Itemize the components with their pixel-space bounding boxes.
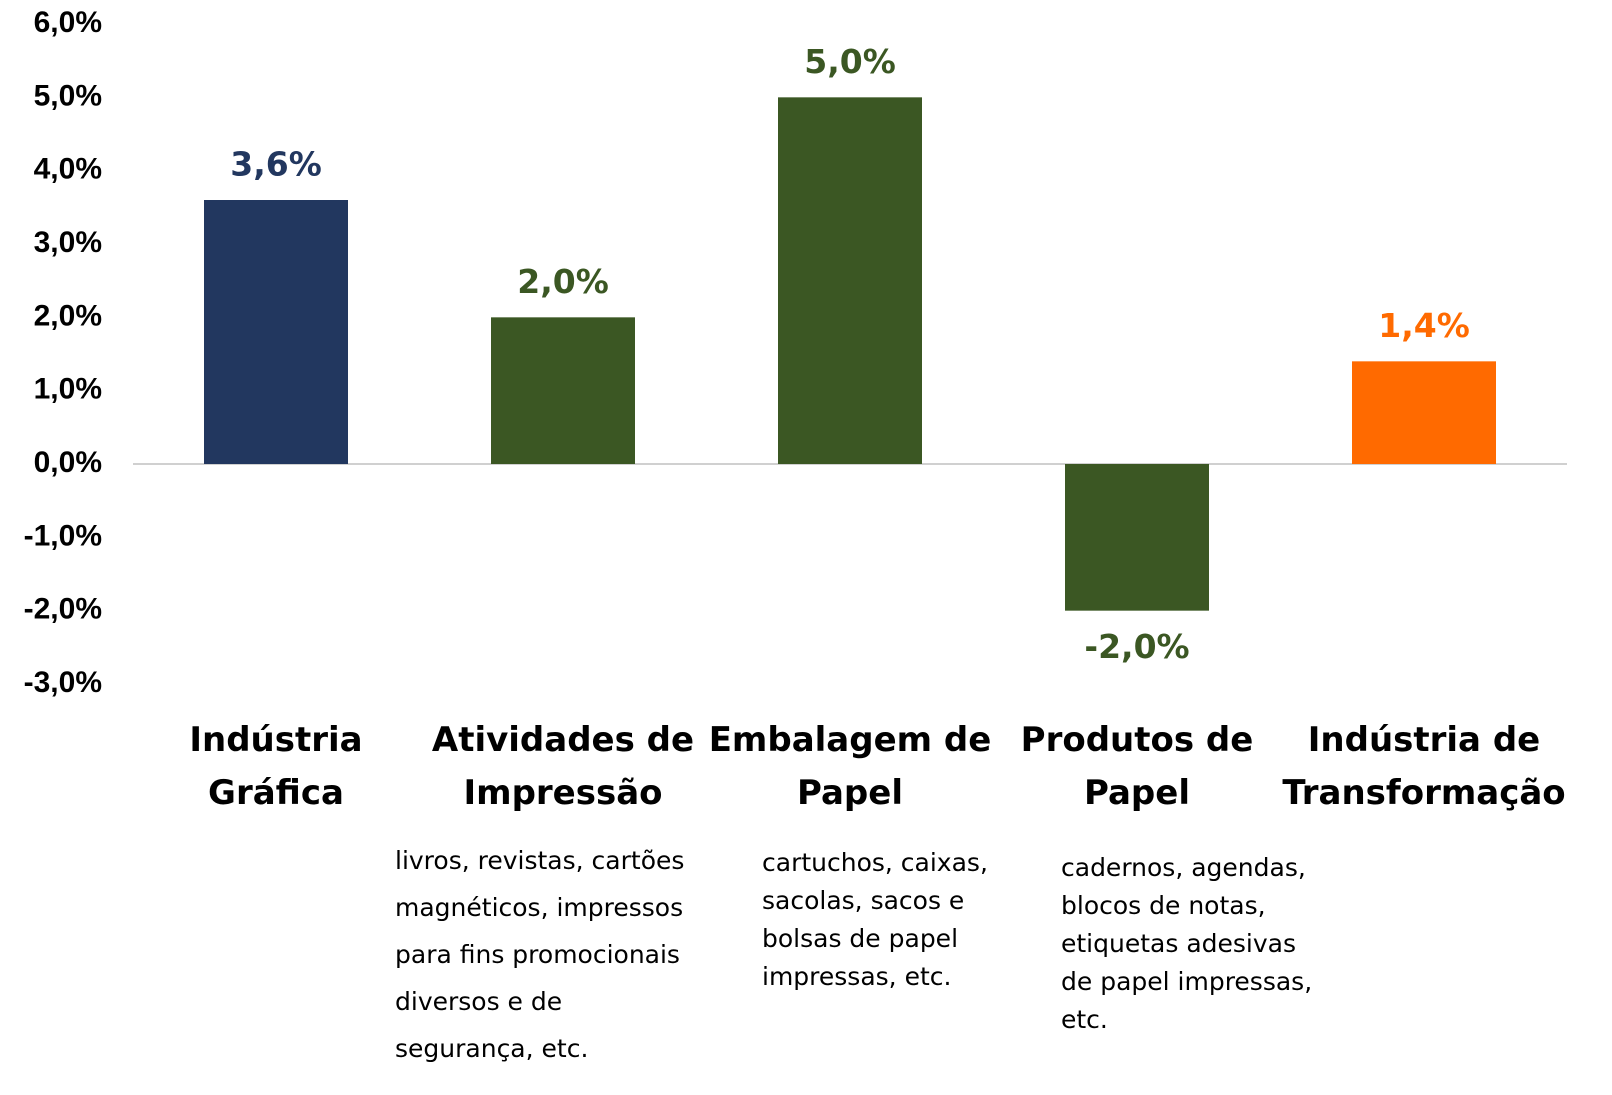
x-tick-label: Atividades de Impressão [432,720,694,813]
x-tick-label: Embalagem de Papel [709,720,992,813]
value-label: -2,0% [1084,627,1189,666]
value-label: 3,6% [230,145,322,184]
x-tick-label: Indústria Gráfica [189,720,362,813]
value-label: 5,0% [804,42,896,81]
value-label: 2,0% [517,262,609,301]
y-tick-label: 6,0% [34,6,102,39]
bar [491,317,635,464]
bar [1065,464,1209,611]
y-tick-label: 2,0% [34,299,102,332]
y-tick-label: 4,0% [34,153,102,186]
bar [204,200,348,464]
y-tick-label: 1,0% [34,373,102,406]
y-tick-label: -3,0% [24,666,102,699]
x-tick-label: Indústria de Transformação [1282,720,1565,813]
y-tick-label: 5,0% [34,79,102,112]
category-note: livros, revistas, cartões magnéticos, imp… [395,846,684,1063]
category-note: cadernos, agendas, blocos de notas, etique… [1061,853,1312,1034]
bar [778,97,922,464]
y-tick-label: -1,0% [24,519,102,552]
y-tick-label: 0,0% [34,446,102,479]
y-tick-label: -2,0% [24,593,102,626]
x-tick-label: Produtos de Papel [1021,720,1254,813]
y-tick-label: 3,0% [34,226,102,259]
category-note: cartuchos, caixas, sacolas, sacos e bolsas… [762,848,988,991]
value-label: 1,4% [1378,306,1470,345]
bar [1352,361,1496,464]
